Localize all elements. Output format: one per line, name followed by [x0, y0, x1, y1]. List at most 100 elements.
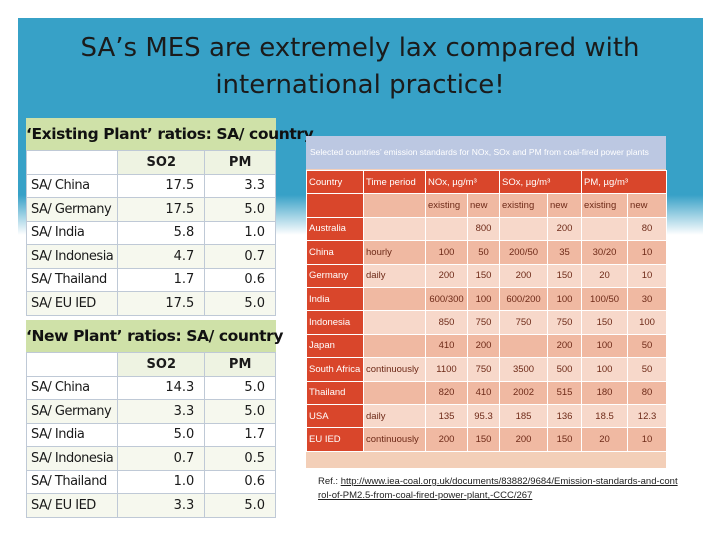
row-label: SA/ India	[25, 422, 119, 447]
value-cell: 30	[627, 286, 668, 312]
so2-header: SO2	[117, 352, 206, 377]
value-cell: 820	[425, 380, 468, 405]
value-cell: 200	[499, 263, 549, 288]
value-cell: 150	[466, 427, 501, 452]
time-period-cell	[363, 216, 426, 242]
table-row: SA/ India 5.0 1.7	[25, 422, 276, 447]
empty-header-cell	[25, 352, 119, 377]
sox-header: SOx, µg/m³	[499, 169, 583, 195]
row-label: SA/ EU IED	[25, 291, 119, 316]
value-cell: 50	[627, 333, 668, 359]
emission-standards-table: Country Time period NOx, µg/m³ SOx, µg/m…	[306, 169, 668, 452]
table-row: Australia 800 200 80	[306, 216, 668, 242]
table-row: India 600/300 100 600/200 100 100/50 30	[306, 286, 668, 312]
time-period-cell	[363, 333, 426, 359]
row-label: SA/ China	[25, 375, 119, 400]
subheader: new	[547, 193, 583, 218]
reference-note: Ref.: http://www.iea-coal.org.uk/documen…	[318, 475, 678, 503]
value-cell	[425, 216, 468, 242]
subheader: existing	[499, 193, 549, 218]
blank-cell	[363, 193, 426, 218]
pm-value: 5.0	[204, 375, 276, 400]
value-cell: 10	[627, 240, 668, 265]
value-cell: 10	[627, 427, 668, 452]
value-cell: 2002	[499, 380, 549, 405]
value-cell: 410	[466, 380, 501, 405]
new-plant-panel: ‘New Plant’ ratios: SA/ country SO2 PM S…	[25, 320, 284, 518]
value-cell: 30/20	[581, 240, 629, 265]
so2-value: 17.5	[117, 197, 206, 222]
value-cell: 750	[499, 310, 549, 335]
pm-header: PM, µg/m³	[581, 169, 668, 195]
table-row: China hourly 100 50 200/50 35 30/20 10	[306, 240, 668, 265]
value-cell: 80	[627, 380, 668, 405]
time-period-header: Time period	[363, 169, 426, 195]
value-cell: 150	[547, 263, 583, 288]
value-cell: 600/300	[425, 286, 468, 312]
table-row: Thailand 820 410 2002 515 180 80	[306, 380, 668, 405]
row-label: SA/ Germany	[25, 399, 119, 424]
table-header-row: SO2 PM	[25, 352, 276, 377]
pm-header: PM	[204, 150, 276, 175]
existing-plant-panel: ‘Existing Plant’ ratios: SA/ country SO2…	[25, 118, 314, 316]
country-cell: Japan	[306, 333, 364, 359]
value-cell: 100	[581, 333, 629, 359]
value-cell: 80	[627, 216, 668, 242]
blank-cell	[306, 193, 364, 218]
value-cell: 95.3	[466, 403, 501, 429]
existing-plant-heading: ‘Existing Plant’ ratios: SA/ country	[26, 118, 314, 150]
row-label: SA/ China	[25, 173, 119, 198]
value-cell	[581, 216, 629, 242]
value-cell: 150	[466, 263, 501, 288]
value-cell: 600/200	[499, 286, 549, 312]
value-cell: 750	[466, 310, 501, 335]
row-label: SA/ India	[25, 220, 119, 245]
value-cell: 750	[466, 357, 501, 382]
existing-plant-table: SO2 PM SA/ China 17.5 3.3 SA/ Germany 17.5 5…	[25, 150, 276, 316]
value-cell: 200	[547, 333, 583, 359]
country-cell: USA	[306, 403, 364, 429]
value-cell: 200	[466, 333, 501, 359]
table-row: SA/ Indonesia 4.7 0.7	[25, 244, 276, 269]
value-cell: 200	[547, 216, 583, 242]
value-cell: 20	[581, 263, 629, 288]
table-header-row: SO2 PM	[25, 150, 276, 175]
value-cell: 135	[425, 403, 468, 429]
empty-header-cell	[25, 150, 119, 175]
country-cell: EU IED	[306, 427, 364, 452]
title-line-2: international practice!	[215, 70, 505, 100]
table-row: SA/ China 17.5 3.3	[25, 173, 276, 198]
value-cell: 18.5	[581, 403, 629, 429]
so2-value: 4.7	[117, 244, 206, 269]
pm-value: 5.0	[204, 197, 276, 222]
pm-value: 5.0	[204, 291, 276, 316]
pm-value: 3.3	[204, 173, 276, 198]
table-row: Indonesia 850 750 750 750 150 100	[306, 310, 668, 335]
so2-value: 1.7	[117, 267, 206, 292]
country-cell: Indonesia	[306, 310, 364, 335]
value-cell	[499, 216, 549, 242]
pm-value: 0.7	[204, 244, 276, 269]
pm-value: 0.5	[204, 446, 276, 471]
value-cell: 500	[547, 357, 583, 382]
value-cell: 750	[547, 310, 583, 335]
value-cell: 1100	[425, 357, 468, 382]
time-period-cell: continuously	[363, 357, 426, 382]
table-row: EU IED continuously 200 150 200 150 20 10	[306, 427, 668, 452]
pm-value: 0.6	[204, 267, 276, 292]
table-row: SA/ China 14.3 5.0	[25, 375, 276, 400]
value-cell: 100	[425, 240, 468, 265]
value-cell: 12.3	[627, 403, 668, 429]
so2-value: 17.5	[117, 291, 206, 316]
value-cell: 100/50	[581, 286, 629, 312]
so2-value: 3.3	[117, 399, 206, 424]
time-period-cell: daily	[363, 263, 426, 288]
row-label: SA/ Thailand	[25, 469, 119, 494]
value-cell: 410	[425, 333, 468, 359]
time-period-cell: daily	[363, 403, 426, 429]
reference-link[interactable]: http://www.iea-coal.org.uk/documents/838…	[318, 476, 678, 501]
value-cell: 100	[627, 310, 668, 335]
time-period-cell: hourly	[363, 240, 426, 265]
value-cell: 100	[581, 357, 629, 382]
so2-value: 5.0	[117, 422, 206, 447]
